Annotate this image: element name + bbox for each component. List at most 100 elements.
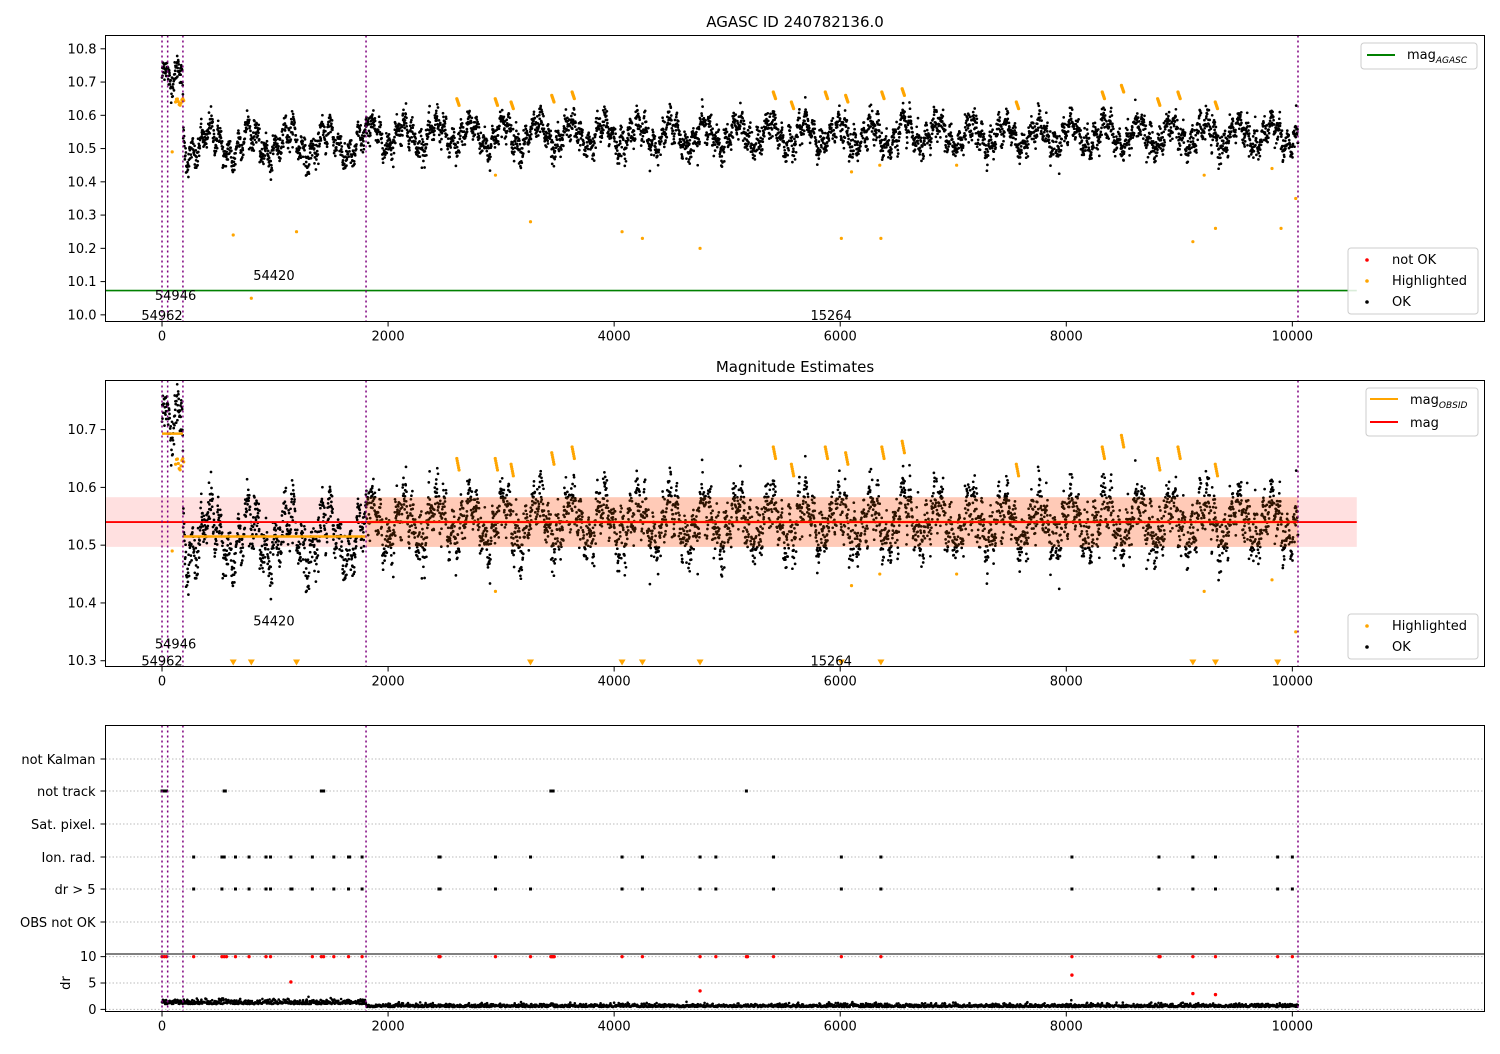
ok-point	[643, 115, 646, 118]
ok-point	[599, 140, 602, 143]
ok-point	[359, 124, 362, 127]
ok-point	[817, 157, 820, 160]
ok-point	[508, 113, 511, 116]
ok-point	[897, 152, 900, 155]
ok-point	[676, 112, 679, 115]
ok-point	[294, 128, 297, 131]
ok-point	[707, 136, 710, 139]
ok-point	[1254, 144, 1257, 147]
ok-point	[636, 109, 639, 112]
ok-point	[1099, 140, 1102, 143]
ok-point	[1128, 154, 1131, 157]
ok-point	[896, 144, 899, 147]
ok-point	[1101, 119, 1104, 122]
ok-point	[216, 530, 219, 533]
ok-point	[957, 147, 960, 150]
ok-point	[233, 160, 236, 163]
ok-point	[1071, 108, 1074, 111]
ok-point	[318, 142, 321, 145]
ok-point	[233, 169, 236, 172]
ok-point	[895, 121, 898, 124]
ok-point	[803, 120, 806, 123]
ok-point	[475, 118, 478, 121]
ok-point	[910, 123, 913, 126]
ok-point	[575, 136, 578, 139]
ok-point	[1081, 139, 1084, 142]
ok-point	[193, 144, 196, 147]
ok-point	[362, 151, 365, 154]
ok-point	[721, 165, 724, 168]
ok-point	[383, 156, 386, 159]
ok-point	[1150, 125, 1153, 128]
ok-point	[187, 571, 190, 574]
ok-point	[911, 131, 914, 134]
ok-point	[741, 111, 744, 114]
ok-point	[813, 132, 816, 135]
ok-point	[649, 149, 652, 152]
ok-point	[169, 83, 172, 86]
ok-point	[184, 563, 187, 566]
highlighted-point	[903, 94, 906, 97]
ok-point	[730, 131, 733, 134]
ok-point	[683, 130, 686, 133]
ok-point	[456, 146, 459, 149]
ok-point	[890, 148, 893, 151]
ok-point	[991, 128, 994, 131]
ok-point	[335, 146, 338, 149]
ok-point	[194, 149, 197, 152]
ok-point	[1020, 145, 1023, 148]
ok-point	[1065, 134, 1068, 137]
ok-point	[177, 390, 180, 393]
ok-point	[819, 150, 822, 153]
ok-point	[200, 492, 203, 495]
ok-point	[340, 148, 343, 151]
ok-point	[996, 133, 999, 136]
ok-point	[665, 136, 668, 139]
ok-point	[542, 130, 545, 133]
ok-point	[654, 142, 657, 145]
ok-point	[1105, 120, 1108, 123]
ok-point	[394, 142, 397, 145]
ok-point	[385, 132, 388, 135]
ok-point	[374, 120, 377, 123]
ok-point	[1192, 137, 1195, 140]
ok-point	[234, 163, 237, 166]
ok-point	[487, 145, 490, 148]
ok-point	[1059, 141, 1062, 144]
ok-point	[619, 142, 622, 145]
ok-point	[571, 127, 574, 130]
legend-label-highlighted: Highlighted	[1392, 274, 1467, 289]
ok-point	[853, 128, 856, 131]
ok-point	[512, 128, 515, 131]
ok-point	[972, 111, 975, 114]
ok-point	[1045, 127, 1048, 130]
ok-point	[1197, 130, 1200, 133]
ok-point	[1086, 132, 1089, 135]
ok-point	[747, 141, 750, 144]
ok-point	[1073, 125, 1076, 128]
ok-point	[1037, 126, 1040, 129]
ok-point	[171, 436, 174, 439]
ok-point	[256, 134, 259, 137]
ok-point	[805, 114, 808, 117]
ok-point	[471, 116, 474, 119]
ok-point	[1066, 144, 1069, 147]
ok-point	[622, 138, 625, 141]
ok-point	[915, 144, 918, 147]
ok-point	[970, 130, 973, 133]
ok-point	[831, 137, 834, 140]
ok-point	[668, 110, 671, 113]
ok-point	[659, 153, 662, 156]
ok-point	[1047, 135, 1050, 138]
ok-point	[523, 140, 526, 143]
ok-point	[193, 550, 196, 553]
ok-point	[563, 114, 566, 117]
ok-point	[620, 146, 623, 149]
ok-point	[1044, 137, 1047, 140]
ok-point	[412, 124, 415, 127]
ok-point	[339, 142, 342, 145]
ok-point	[1232, 120, 1235, 123]
ok-point	[624, 157, 627, 160]
ok-point	[522, 152, 525, 155]
ok-point	[987, 143, 990, 146]
